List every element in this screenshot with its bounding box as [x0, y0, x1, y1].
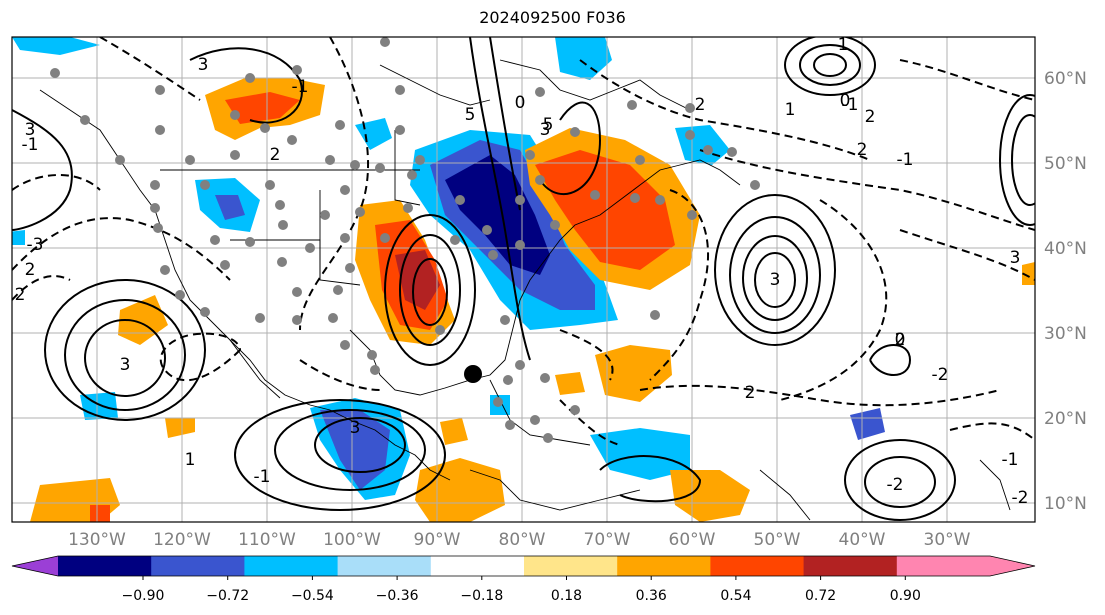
- contour-label: 3: [25, 120, 36, 140]
- colorbar-segment: [524, 556, 618, 576]
- plot-title: 2024092500 F036: [479, 8, 626, 27]
- colorbar-tick-label: −0.54: [291, 588, 334, 604]
- colorbar-tick-label: −0.18: [460, 588, 503, 604]
- contour-label: -1: [897, 150, 914, 170]
- contour-label: 5: [543, 115, 554, 135]
- station-dots: [50, 37, 760, 443]
- colorbar-segment: [58, 556, 152, 576]
- colorbar-segment: [896, 556, 991, 576]
- contour-label: 2: [270, 145, 281, 165]
- colorbar-segment: [244, 556, 339, 576]
- contour-label: 1: [185, 450, 196, 470]
- longitude-tick-label: 90°W: [414, 530, 461, 550]
- contour-label: 0: [515, 93, 526, 113]
- latitude-tick-label: 10°N: [1044, 494, 1087, 514]
- longitude-tick-label: 70°W: [584, 530, 631, 550]
- contour-label: 2: [865, 107, 876, 127]
- longitude-tick-label: 40°W: [839, 530, 886, 550]
- colorbar-segment: [151, 556, 245, 576]
- longitude-tick-label: 60°W: [669, 530, 716, 550]
- colorbar-extend-low: [12, 556, 58, 576]
- colorbar: [11, 555, 1036, 577]
- latitude-tick-label: 20°N: [1044, 409, 1087, 429]
- contour-label: 3: [350, 418, 361, 438]
- contour-label: -1: [1002, 450, 1019, 470]
- longitude-tick-label: 100°W: [323, 530, 381, 550]
- colorbar-tick-label: 0.18: [551, 588, 582, 604]
- contour-label: 3: [770, 270, 781, 290]
- contour-label: -1: [832, 35, 849, 55]
- colorbar-segment: [617, 556, 711, 576]
- contour-label: -1: [292, 77, 309, 97]
- longitude-tick-label: 130°W: [68, 530, 126, 550]
- colorbar-tick-label: 0.36: [636, 588, 667, 604]
- contour-label: 2: [745, 383, 756, 403]
- longitude-tick-label: 110°W: [238, 530, 296, 550]
- latitude-tick-label: 40°N: [1044, 239, 1087, 259]
- contour-label: 3: [540, 120, 551, 140]
- latitude-axis-labels: 60°N 50°N 40°N 30°N 20°N 10°N: [1044, 69, 1087, 514]
- colorbar-tick-labels: −0.90 −0.72 −0.54 −0.36 −0.18 0.18 0.36 0.54 0.7…: [122, 576, 921, 604]
- contour-label: 2: [857, 140, 868, 160]
- latitude-tick-label: 60°N: [1044, 69, 1087, 89]
- colorbar-tick-label: 0.90: [890, 588, 921, 604]
- colorbar-extend-high: [990, 556, 1035, 576]
- colorbar-tick-label: −0.90: [122, 588, 165, 604]
- longitude-tick-label: 30°W: [924, 530, 971, 550]
- map-field-layer: [12, 37, 1035, 522]
- contour-label: 3: [1010, 248, 1021, 268]
- contour-label: 5: [465, 105, 476, 125]
- colorbar-segment: [803, 556, 898, 576]
- longitude-tick-label: 120°W: [153, 530, 211, 550]
- contour-label: 1: [785, 100, 796, 120]
- latitude-tick-label: 30°N: [1044, 324, 1087, 344]
- colorbar-outline: [11, 555, 1036, 577]
- colorbar-tick-label: 0.72: [805, 588, 836, 604]
- longitude-tick-label: 50°W: [754, 530, 801, 550]
- contours-dashed: [12, 37, 1035, 446]
- contour-label: 2: [895, 330, 906, 350]
- latitude-tick-label: 50°N: [1044, 154, 1087, 174]
- contour-label: 3: [120, 355, 131, 375]
- contours-solid: [12, 37, 1035, 521]
- highlight-marker: [464, 365, 482, 383]
- colorbar-segment: [430, 556, 525, 576]
- contour-label: 2: [695, 95, 706, 115]
- contour-label: 2: [15, 285, 26, 305]
- colorbar-tick-label: −0.36: [376, 588, 419, 604]
- longitude-tick-label: 80°W: [499, 530, 546, 550]
- colorbar-segment: [710, 556, 805, 576]
- graticule: [12, 37, 1035, 522]
- contour-label: 0: [895, 330, 906, 350]
- contour-label: -2: [887, 475, 904, 495]
- contour-label: -1: [842, 95, 859, 115]
- colorbar-segment: [337, 556, 432, 576]
- contour-label: -1: [254, 467, 271, 487]
- colorbar-tick-label: 0.54: [720, 588, 751, 604]
- colorbar-tick-label: −0.72: [206, 588, 249, 604]
- longitude-axis-labels: 130°W 120°W 110°W 100°W 90°W 80°W 70°W 60°W 50°W…: [68, 530, 971, 550]
- contour-label: 0: [840, 91, 851, 111]
- contour-label: -2: [1012, 488, 1029, 508]
- contour-label: -2: [932, 365, 949, 385]
- contour-label: -3: [27, 235, 44, 255]
- contour-label: 3: [198, 55, 209, 75]
- contour-label: -1: [22, 135, 39, 155]
- contour-label: 2: [25, 260, 36, 280]
- plot-frame: [11, 36, 1036, 523]
